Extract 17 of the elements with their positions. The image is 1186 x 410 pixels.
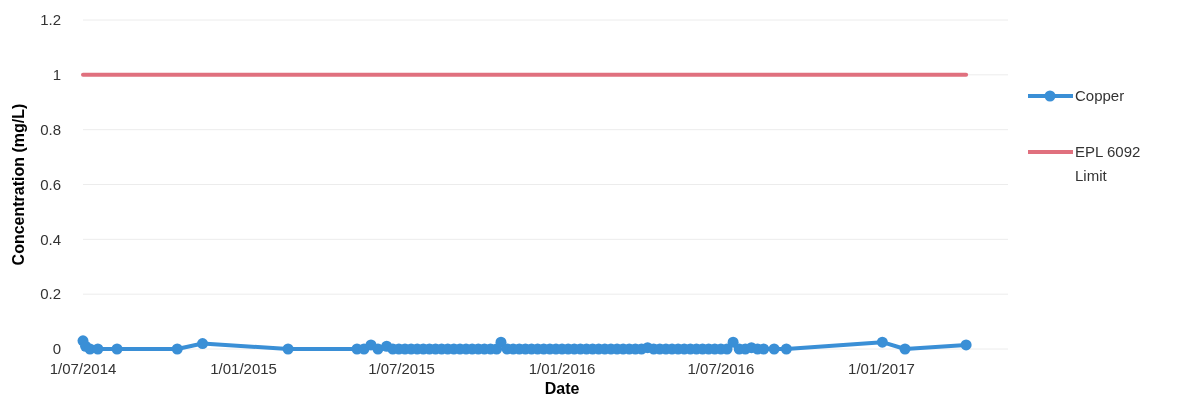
x-tick-label: 1/07/2016 [687, 360, 755, 377]
x-tick-label: 1/01/2016 [528, 360, 596, 377]
y-tick-label: 1 [52, 66, 61, 84]
x-tick-label: 1/07/2015 [368, 360, 435, 377]
y-tick-label: 0.8 [40, 120, 61, 138]
y-tick-label: 0.2 [40, 285, 61, 303]
y-tick-label: 1.2 [40, 11, 61, 29]
x-axis-title: Date [544, 380, 580, 397]
legend-label: Copper [1075, 87, 1125, 105]
x-tick-label: 1/07/2014 [49, 360, 117, 377]
y-axis-title: Concentration (mg/L) [10, 103, 27, 266]
y-tick-label: 0.4 [40, 230, 61, 248]
legend-label: EPL 6092 Limit [1075, 143, 1141, 185]
y-tick-label: 0.6 [40, 175, 61, 193]
y-tick-label: 0 [52, 340, 61, 358]
x-tick-label: 1/01/2015 [210, 360, 277, 377]
x-tick-label: 1/01/2017 [848, 360, 915, 377]
